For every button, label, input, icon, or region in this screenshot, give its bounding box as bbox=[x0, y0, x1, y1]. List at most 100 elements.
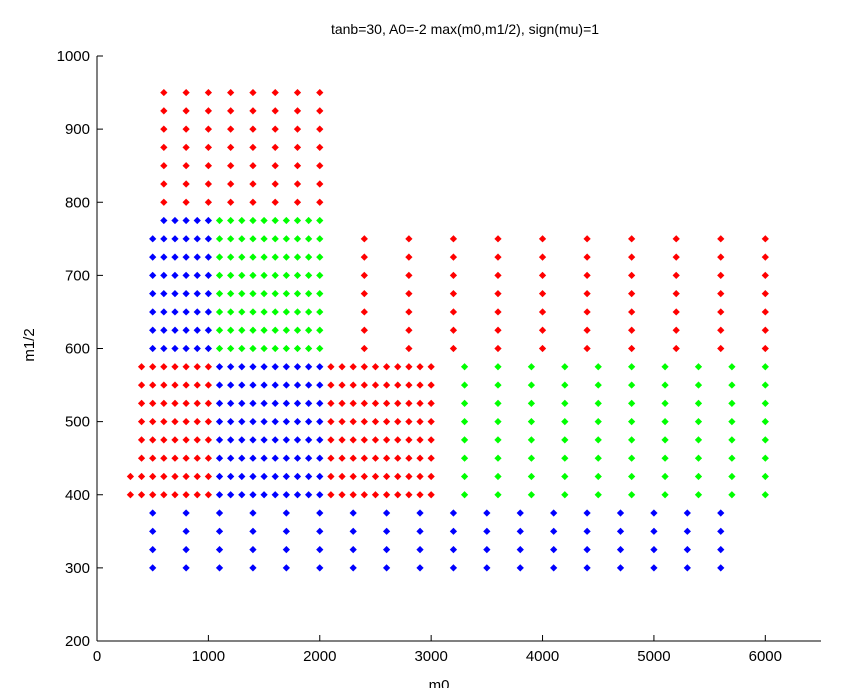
data-point-blue bbox=[249, 399, 257, 407]
data-point-blue bbox=[516, 564, 524, 572]
data-point-green bbox=[561, 399, 569, 407]
data-point-blue bbox=[149, 235, 157, 243]
data-point-red bbox=[405, 418, 413, 426]
data-point-green bbox=[227, 253, 235, 261]
data-point-blue bbox=[293, 363, 302, 371]
data-point-red bbox=[149, 436, 157, 444]
data-point-blue bbox=[316, 363, 324, 371]
data-point-blue bbox=[238, 454, 246, 462]
data-point-blue bbox=[293, 418, 302, 426]
data-point-green bbox=[305, 308, 313, 316]
data-point-red bbox=[717, 308, 725, 316]
data-point-blue bbox=[293, 436, 302, 444]
data-point-blue bbox=[215, 472, 224, 481]
data-point-red bbox=[416, 399, 424, 407]
data-point-blue bbox=[249, 472, 257, 481]
data-point-red bbox=[327, 472, 335, 481]
data-point-blue bbox=[249, 509, 257, 517]
data-point-green bbox=[527, 472, 536, 481]
data-point-blue bbox=[249, 491, 257, 499]
data-point-red bbox=[416, 454, 424, 462]
data-point-blue bbox=[215, 564, 224, 572]
data-point-blue bbox=[616, 527, 625, 535]
data-point-green bbox=[527, 381, 536, 389]
data-point-blue bbox=[215, 399, 224, 407]
data-point-red bbox=[628, 253, 636, 261]
data-point-red bbox=[394, 381, 402, 389]
data-point-red bbox=[349, 418, 357, 426]
data-point-green bbox=[249, 326, 257, 334]
data-point-red bbox=[394, 491, 402, 499]
data-point-red bbox=[761, 235, 769, 243]
y-tick-label: 200 bbox=[65, 633, 90, 650]
data-point-green bbox=[728, 399, 736, 407]
data-point-blue bbox=[316, 436, 324, 444]
data-point-blue bbox=[204, 271, 213, 279]
data-point-red bbox=[628, 290, 636, 298]
data-point-blue bbox=[249, 381, 257, 389]
data-point-red bbox=[160, 381, 168, 389]
data-point-blue bbox=[149, 253, 157, 261]
data-point-blue bbox=[149, 509, 157, 517]
data-point-red bbox=[327, 363, 335, 371]
data-point-red bbox=[382, 363, 391, 371]
data-point-green bbox=[238, 271, 246, 279]
data-point-red bbox=[171, 381, 179, 389]
data-point-green bbox=[594, 381, 602, 389]
y-tick-label: 500 bbox=[65, 414, 90, 431]
data-point-blue bbox=[260, 418, 268, 426]
data-point-blue bbox=[204, 344, 213, 353]
data-point-blue bbox=[182, 326, 190, 334]
data-point-blue bbox=[449, 527, 458, 535]
y-tick-label: 600 bbox=[65, 341, 90, 358]
data-point-green bbox=[460, 436, 469, 444]
data-point-blue bbox=[238, 363, 246, 371]
data-point-blue bbox=[149, 326, 157, 334]
data-point-blue bbox=[249, 564, 257, 572]
data-point-green bbox=[238, 216, 246, 225]
data-point-red bbox=[182, 491, 190, 499]
data-point-blue bbox=[204, 235, 213, 243]
data-point-red bbox=[271, 107, 279, 115]
data-point-blue bbox=[238, 472, 246, 481]
data-point-blue bbox=[416, 564, 424, 572]
data-point-red bbox=[160, 491, 168, 499]
data-point-red bbox=[193, 472, 201, 481]
data-point-red bbox=[672, 235, 680, 243]
data-point-red bbox=[149, 454, 157, 462]
data-point-green bbox=[316, 253, 324, 261]
data-point-blue bbox=[550, 564, 558, 572]
data-point-green bbox=[494, 363, 502, 371]
data-point-red bbox=[360, 399, 368, 407]
data-point-red bbox=[672, 253, 680, 261]
data-point-red bbox=[628, 326, 636, 334]
x-tick-label: 3000 bbox=[414, 648, 447, 665]
data-point-green bbox=[661, 454, 669, 462]
data-point-blue bbox=[516, 509, 524, 517]
data-point-red bbox=[494, 308, 502, 316]
data-point-green bbox=[661, 491, 669, 499]
data-point-blue bbox=[227, 399, 235, 407]
data-point-green bbox=[305, 271, 313, 279]
data-point-green bbox=[561, 436, 569, 444]
data-point-blue bbox=[182, 545, 190, 554]
data-point-green bbox=[227, 216, 235, 225]
y-tick-label: 1000 bbox=[57, 48, 90, 65]
data-point-red bbox=[338, 363, 346, 371]
data-point-green bbox=[761, 399, 769, 407]
data-point-red bbox=[427, 399, 435, 407]
data-point-blue bbox=[583, 527, 591, 535]
data-point-blue bbox=[616, 509, 625, 517]
data-point-red bbox=[382, 381, 391, 389]
data-point-red bbox=[249, 162, 257, 170]
data-point-green bbox=[494, 454, 502, 462]
data-point-red bbox=[494, 235, 502, 243]
data-point-red bbox=[360, 290, 368, 298]
data-point-blue bbox=[650, 509, 658, 517]
data-point-blue bbox=[449, 509, 458, 517]
data-point-red bbox=[371, 418, 380, 426]
data-point-red bbox=[249, 198, 257, 206]
data-point-blue bbox=[182, 527, 190, 535]
data-point-blue bbox=[271, 491, 279, 499]
data-point-red bbox=[371, 363, 380, 371]
